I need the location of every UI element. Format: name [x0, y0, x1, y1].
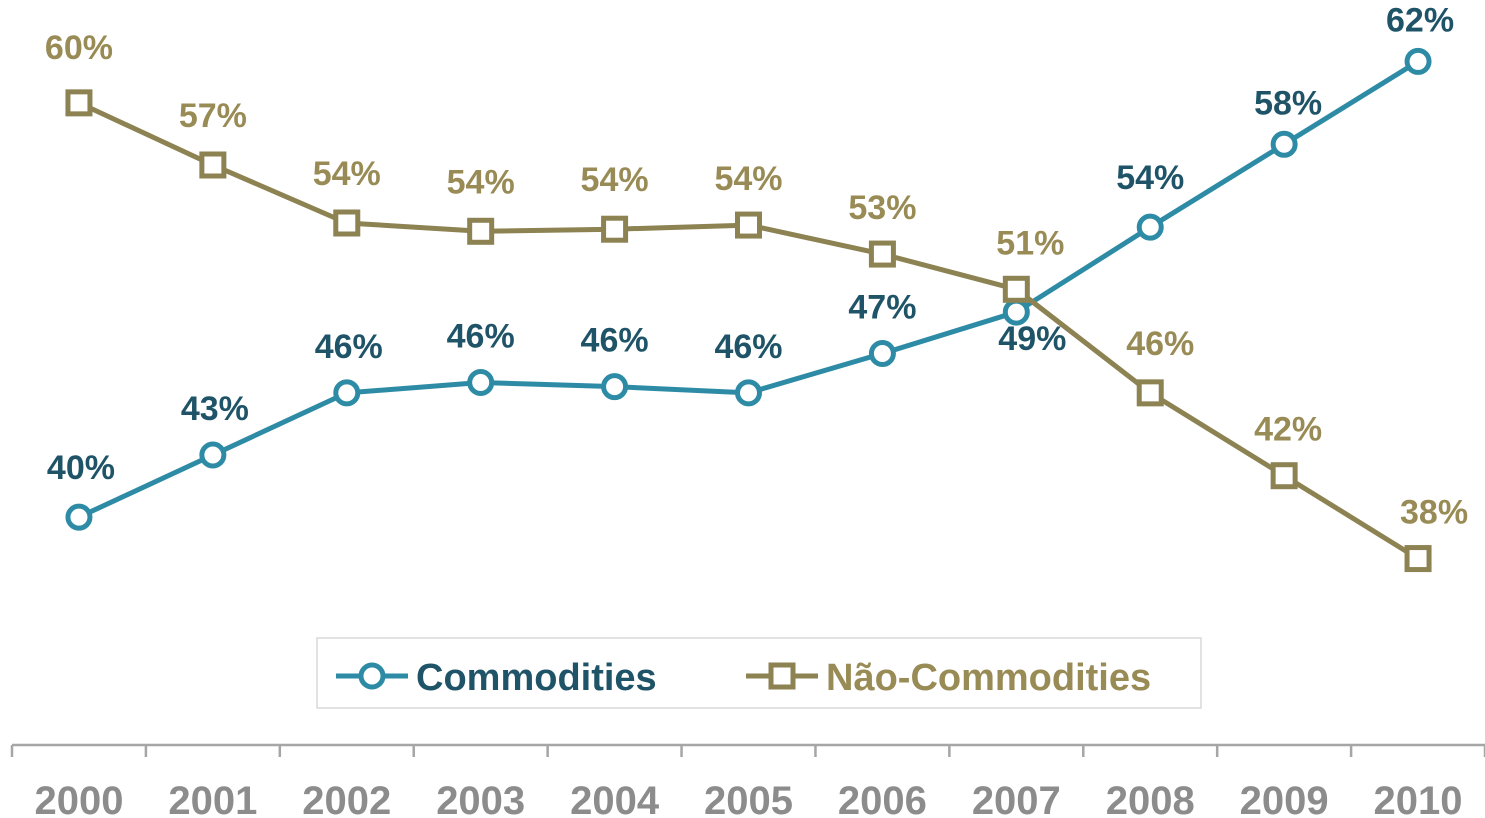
data-point-commodities-2010 — [1404, 47, 1432, 75]
x-tick-label-2001: 2001 — [168, 779, 257, 818]
data-label-commodities-2003: 46% — [447, 318, 515, 356]
x-tick-label-2006: 2006 — [838, 779, 927, 818]
data-label-commodities-2002: 46% — [315, 328, 383, 366]
data-point-commodities-2003 — [467, 369, 495, 396]
x-tick-label-2002: 2002 — [302, 779, 391, 818]
data-point-commodities-2002 — [333, 379, 361, 407]
data-point-n-o-commodities-2001 — [199, 151, 227, 179]
data-point-n-o-commodities-2006 — [868, 240, 896, 268]
legend-item-commodities: Commodities — [336, 657, 657, 699]
data-point-n-o-commodities-2003 — [467, 217, 495, 245]
data-label-n-o-commodities-2010: 38% — [1400, 494, 1468, 532]
x-tick-label-2003: 2003 — [436, 779, 525, 818]
data-point-n-o-commodities-2009 — [1270, 462, 1298, 490]
legend-label-nao-commodities: Não-Commodities — [826, 657, 1151, 699]
data-point-commodities-2001 — [199, 441, 227, 469]
x-tick-label-2000: 2000 — [34, 779, 123, 818]
data-label-n-o-commodities-2009: 42% — [1254, 411, 1322, 449]
series-line-commodities — [77, 59, 1420, 520]
data-point-n-o-commodities-2005 — [735, 211, 762, 239]
data-label-n-o-commodities-2005: 54% — [714, 160, 782, 198]
legend-marker-commodities — [358, 662, 386, 690]
data-point-commodities-2000 — [65, 503, 93, 531]
legend-label-commodities: Commodities — [416, 657, 657, 699]
data-point-n-o-commodities-2004 — [601, 215, 629, 243]
x-tick-label-2008: 2008 — [1106, 779, 1195, 818]
data-label-n-o-commodities-2006: 53% — [848, 189, 916, 227]
data-label-n-o-commodities-2000: 60% — [45, 29, 113, 67]
legend-item-nao-commodities: Não-Commodities — [746, 657, 1151, 699]
data-point-n-o-commodities-2007 — [1002, 275, 1030, 303]
data-label-commodities-2006: 47% — [848, 289, 916, 327]
data-point-commodities-2004 — [601, 373, 629, 401]
data-label-commodities-2010: 62% — [1386, 1, 1454, 39]
data-label-layer: 40% 43% 46% 46% 46% 46% 47% 49% 54% 58% 62% 60% 57% 5… — [45, 1, 1468, 531]
data-label-n-o-commodities-2007: 51% — [996, 224, 1064, 262]
data-label-n-o-commodities-2001: 57% — [179, 97, 247, 135]
data-label-commodities-2004: 46% — [581, 322, 649, 360]
x-tick-label-2009: 2009 — [1240, 779, 1329, 818]
x-tick-label-2004: 2004 — [570, 779, 660, 818]
data-point-n-o-commodities-2008 — [1136, 379, 1164, 407]
data-label-commodities-2007: 49% — [998, 320, 1066, 358]
x-axis: 2000 2001 2002 2003 2004 2005 2006 2007 2008 2009… — [10, 743, 1485, 818]
legend-box — [316, 637, 1202, 709]
data-point-commodities-2006 — [868, 340, 896, 367]
data-label-commodities-2009: 58% — [1254, 84, 1322, 122]
data-point-commodities-2009 — [1270, 130, 1298, 158]
data-label-n-o-commodities-2003: 54% — [447, 163, 515, 201]
data-point-n-o-commodities-2010 — [1404, 545, 1432, 573]
data-point-commodities-2005 — [735, 379, 762, 407]
series-layer — [65, 47, 1432, 573]
data-label-n-o-commodities-2004: 54% — [581, 161, 649, 199]
data-label-commodities-2005: 46% — [714, 328, 782, 366]
data-point-commodities-2008 — [1136, 213, 1164, 241]
data-label-n-o-commodities-2002: 54% — [313, 155, 381, 193]
data-point-n-o-commodities-2000 — [65, 89, 93, 117]
data-label-commodities-2001: 43% — [181, 390, 249, 428]
legend-marker-nao-commodities — [768, 662, 796, 690]
legend: Commodities Não-Commodities — [316, 637, 1202, 709]
x-tick-label-2005: 2005 — [704, 779, 793, 818]
x-tick-label-2007: 2007 — [972, 779, 1061, 818]
data-label-commodities-2008: 54% — [1116, 159, 1184, 197]
data-point-n-o-commodities-2002 — [333, 209, 361, 237]
x-tick-label-2010: 2010 — [1374, 779, 1463, 818]
data-label-n-o-commodities-2008: 46% — [1126, 325, 1194, 363]
data-label-commodities-2000: 40% — [47, 449, 115, 487]
